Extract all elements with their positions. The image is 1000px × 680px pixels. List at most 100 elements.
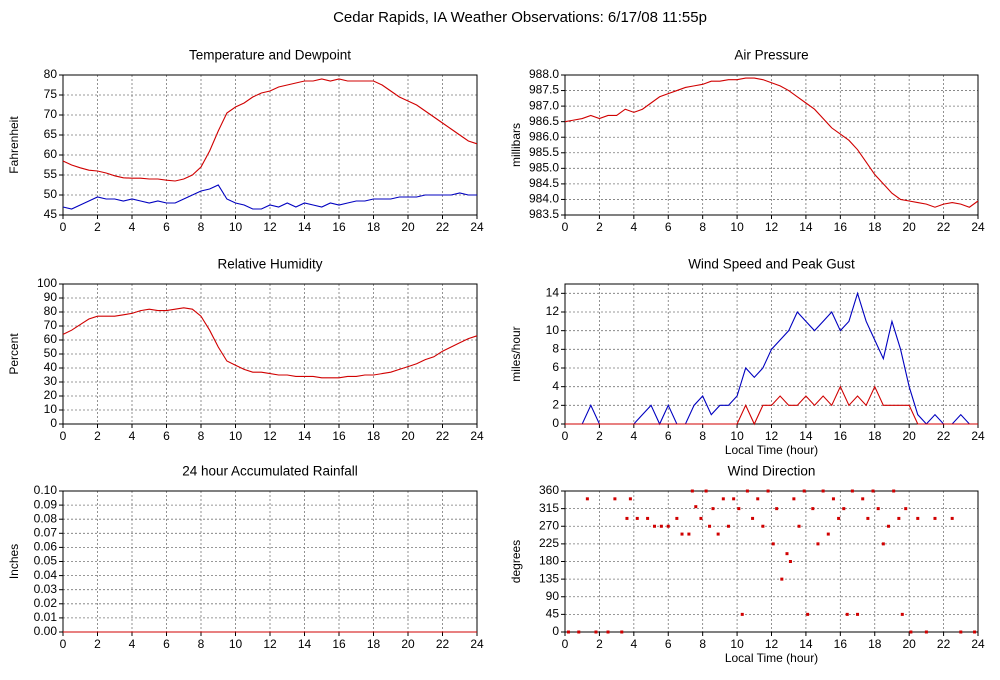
data-line — [62, 184, 477, 210]
x-tick-label: 24 — [971, 429, 985, 443]
x-tick-label: 2 — [596, 429, 603, 443]
y-tick-label: 0.06 — [34, 540, 58, 554]
data-point — [821, 489, 825, 493]
x-tick-label: 0 — [60, 220, 67, 234]
x-tick-label: 10 — [229, 429, 243, 443]
x-tick-label: 22 — [436, 637, 450, 651]
data-point — [646, 516, 650, 520]
page-title: Cedar Rapids, IA Weather Observations: 6… — [333, 9, 707, 26]
data-point — [775, 507, 779, 511]
data-point — [687, 532, 691, 536]
data-point — [606, 630, 610, 634]
x-tick-label: 22 — [436, 220, 450, 234]
y-tick-label: 0.05 — [34, 554, 58, 568]
x-tick-label: 2 — [596, 637, 603, 651]
y-tick-label: 65 — [44, 127, 58, 141]
x-tick-label: 12 — [263, 429, 277, 443]
y-tick-label: 55 — [44, 167, 58, 181]
y-axis-label: Inches — [7, 544, 21, 579]
x-tick-label: 4 — [129, 220, 136, 234]
data-point — [666, 524, 670, 528]
x-tick-label: 18 — [868, 637, 882, 651]
y-tick-label: 985.5 — [529, 145, 559, 159]
plot-frame — [62, 74, 478, 216]
data-point — [780, 577, 784, 581]
y-tick-label: 987.5 — [529, 83, 559, 97]
x-tick-label: 4 — [630, 429, 637, 443]
y-tick-label: 984.0 — [529, 192, 559, 206]
data-point — [871, 489, 875, 493]
plot-frame — [62, 283, 478, 425]
data-line — [62, 78, 478, 182]
y-tick-label: 10 — [546, 323, 560, 337]
x-tick-label: 8 — [699, 429, 706, 443]
y-tick-label: 985.0 — [529, 161, 559, 175]
data-point — [850, 489, 854, 493]
x-tick-label: 20 — [401, 429, 415, 443]
x-tick-label: 14 — [298, 429, 312, 443]
y-tick-label: 50 — [44, 187, 58, 201]
data-point — [845, 612, 849, 616]
x-tick-label: 22 — [937, 220, 951, 234]
data-point — [694, 505, 698, 509]
x-tick-label: 14 — [298, 637, 312, 651]
data-point — [897, 516, 901, 520]
data-point — [973, 630, 977, 634]
x-tick-label: 20 — [902, 429, 916, 443]
data-point — [620, 630, 624, 634]
data-point — [792, 497, 796, 501]
panel-title: Wind Direction — [728, 464, 816, 479]
data-point — [726, 524, 730, 528]
y-tick-label: 0.01 — [34, 610, 58, 624]
y-tick-label: 100 — [37, 276, 57, 290]
panel-title: Temperature and Dewpoint — [189, 48, 351, 63]
panel-title: Relative Humidity — [217, 257, 322, 272]
y-tick-label: 2 — [552, 398, 559, 412]
x-tick-label: 20 — [902, 637, 916, 651]
data-point — [806, 612, 810, 616]
y-tick-label: 70 — [44, 318, 58, 332]
y-tick-label: 14 — [546, 286, 560, 300]
x-tick-label: 16 — [332, 429, 346, 443]
data-point — [900, 612, 904, 616]
y-tick-label: 40 — [44, 360, 58, 374]
y-tick-label: 270 — [539, 518, 559, 532]
y-tick-label: 45 — [44, 207, 58, 221]
x-tick-label: 4 — [630, 637, 637, 651]
panel: Relative Humidity01020304050607080901000… — [7, 257, 484, 444]
x-tick-label: 10 — [730, 220, 744, 234]
data-point — [613, 497, 617, 501]
data-point — [740, 612, 744, 616]
x-tick-label: 24 — [971, 220, 985, 234]
x-tick-label: 12 — [765, 220, 779, 234]
x-tick-label: 10 — [730, 637, 744, 651]
x-tick-label: 10 — [229, 637, 243, 651]
data-point — [635, 516, 639, 520]
data-point — [842, 507, 846, 511]
data-line — [62, 307, 478, 379]
data-point — [802, 489, 806, 493]
x-tick-label: 8 — [198, 429, 205, 443]
y-tick-label: 986.5 — [529, 114, 559, 128]
data-point — [711, 507, 715, 511]
panel-title: Wind Speed and Peak Gust — [688, 257, 855, 272]
y-tick-label: 0.10 — [34, 483, 58, 497]
x-tick-label: 0 — [60, 637, 67, 651]
data-point — [761, 524, 765, 528]
x-tick-label: 24 — [971, 637, 985, 651]
x-tick-label: 22 — [937, 429, 951, 443]
data-point — [577, 630, 581, 634]
x-tick-label: 18 — [367, 429, 381, 443]
data-point — [652, 524, 656, 528]
y-tick-label: 360 — [539, 483, 559, 497]
data-point — [856, 612, 860, 616]
x-tick-label: 16 — [834, 220, 848, 234]
data-point — [745, 489, 749, 493]
x-axis-label: Local Time (hour) — [725, 651, 818, 665]
y-tick-label: 0 — [552, 624, 559, 638]
plot-frame — [564, 490, 979, 633]
x-tick-label: 18 — [868, 429, 882, 443]
x-tick-label: 6 — [163, 429, 170, 443]
